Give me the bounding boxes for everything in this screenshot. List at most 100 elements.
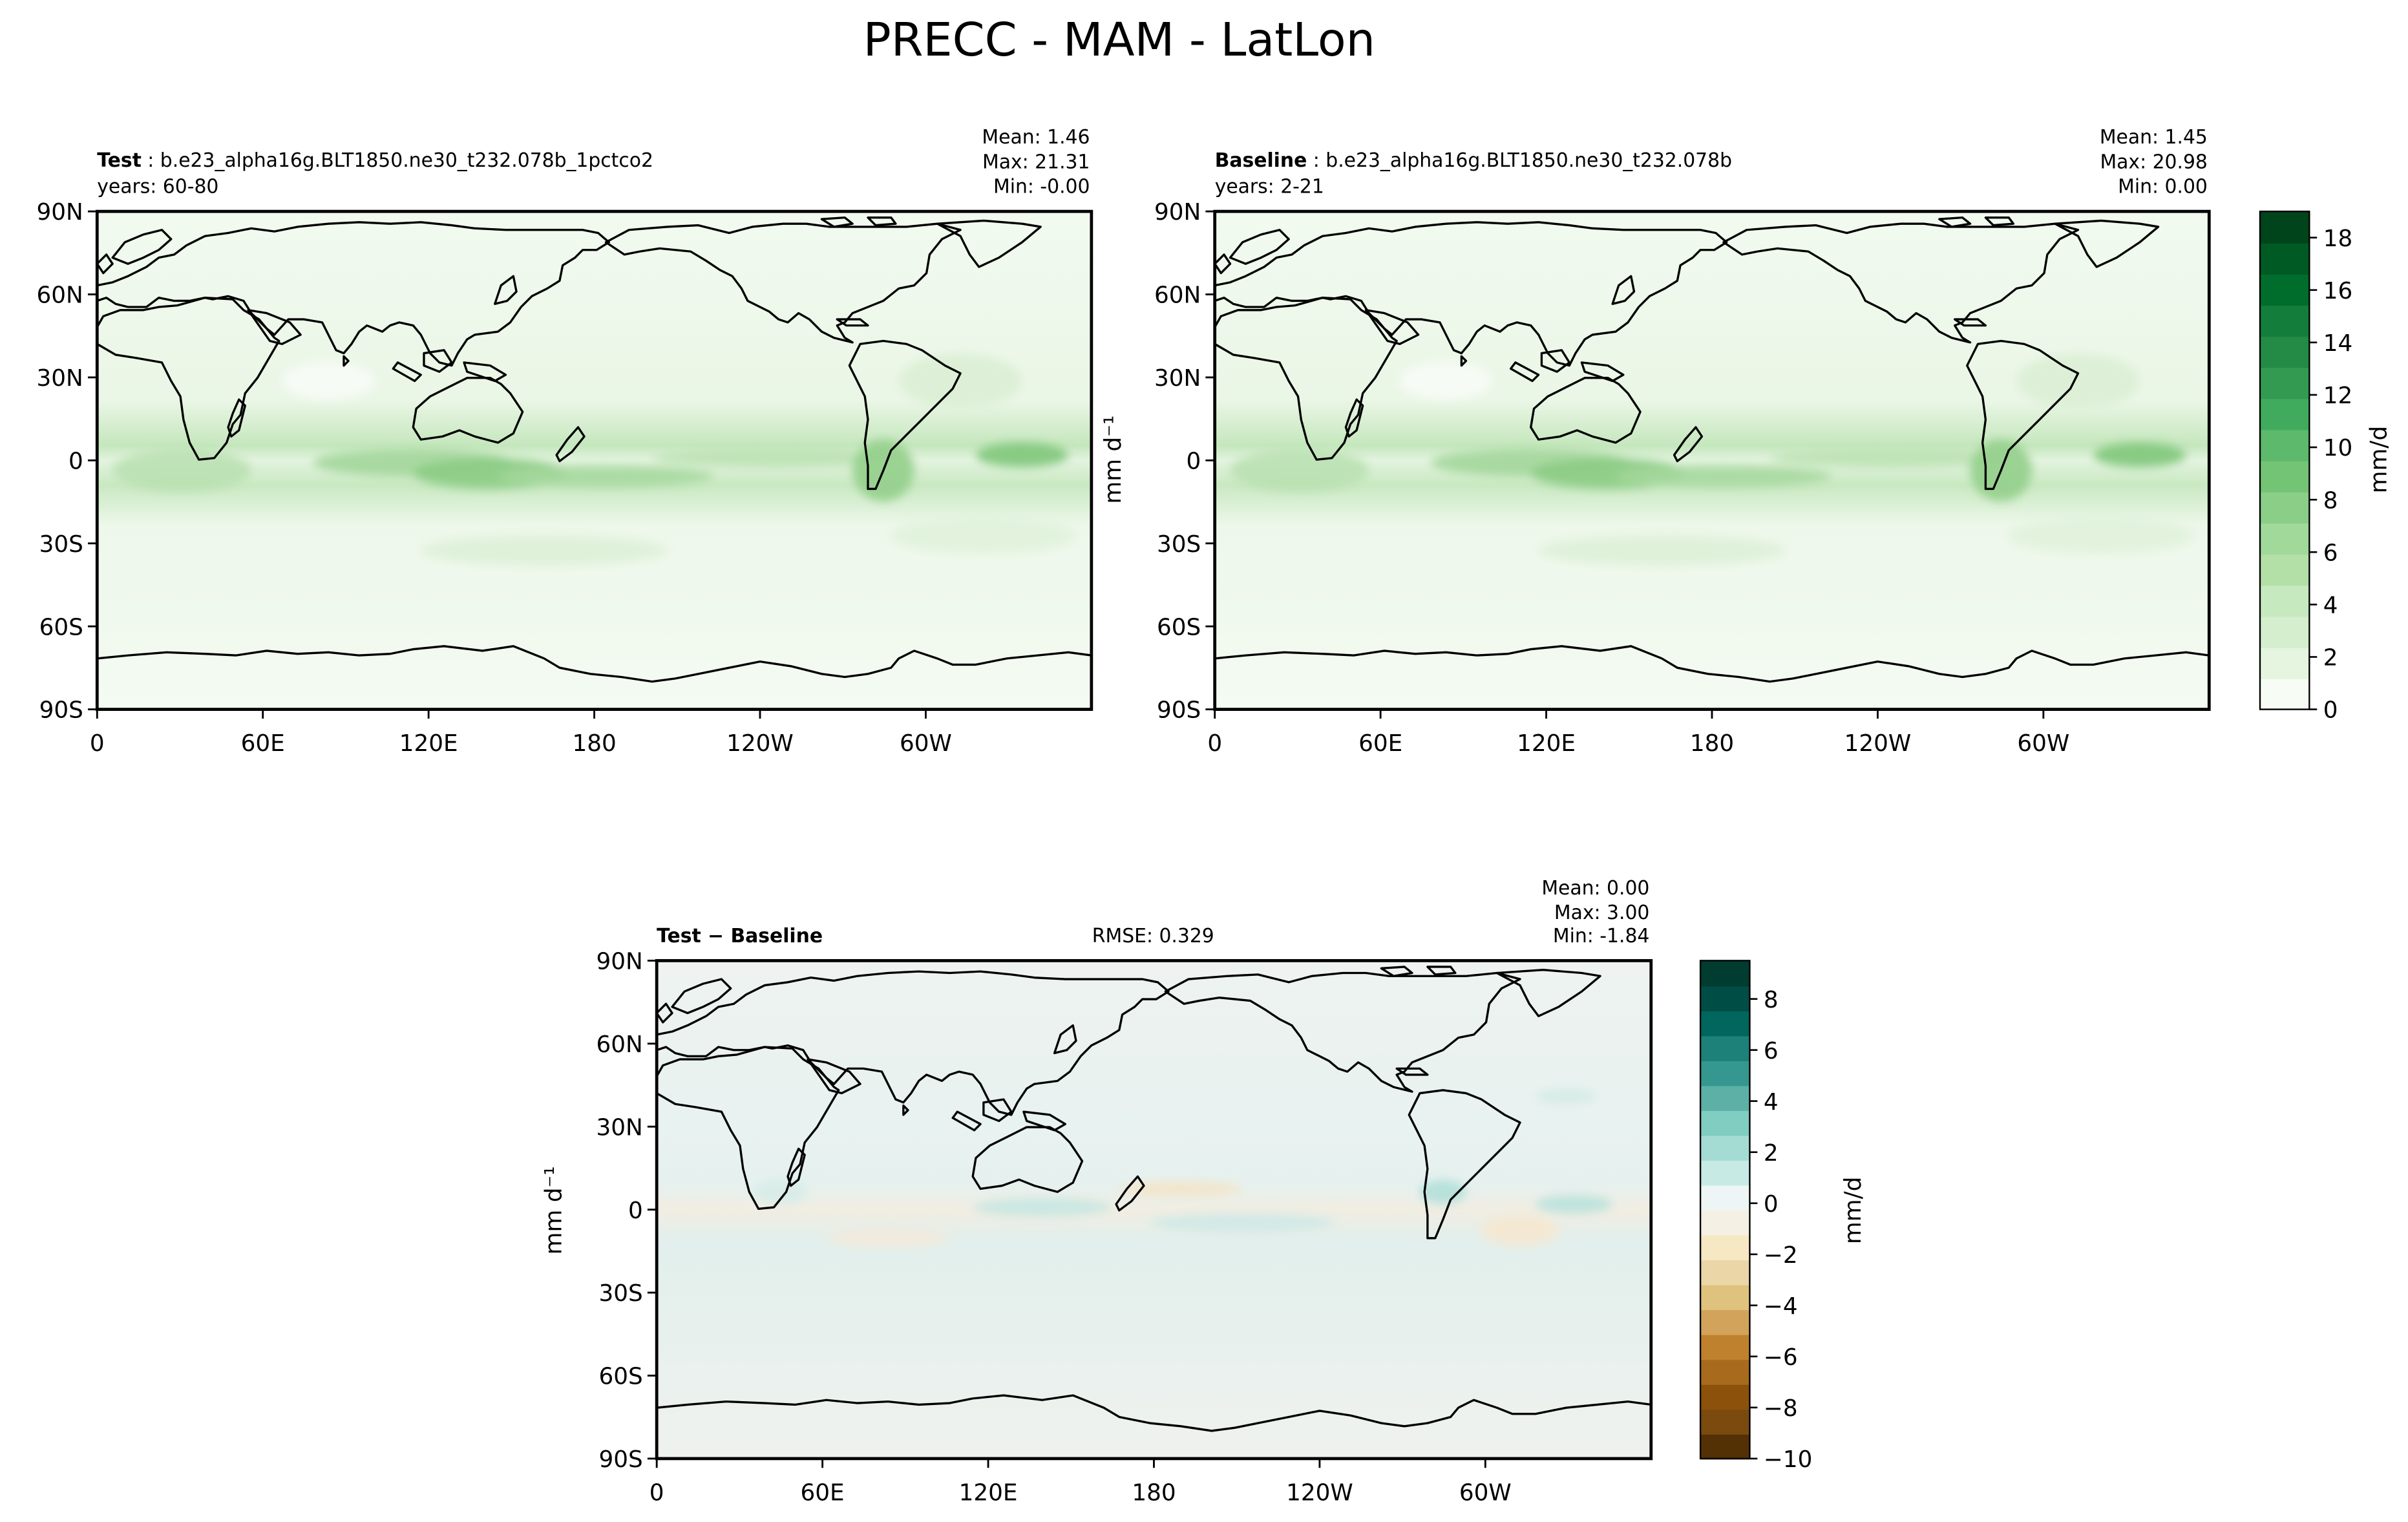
baseline-label: Baseline : b.e23_alpha16g.BLT1850.ne30_t…: [1215, 149, 1732, 172]
colorbar-main: 0 2 4 6 8 10 12 14 16 18 mm/d: [2259, 210, 2392, 724]
colorbar-swatch: [2260, 491, 2310, 524]
colorbar-tick-label: −6: [1764, 1344, 1798, 1371]
colorbar-swatch: [1700, 1334, 1750, 1360]
lat-tick-label: 0: [1186, 448, 1201, 474]
panel-test: Test : b.e23_alpha16g.BLT1850.ne30_t232.…: [37, 126, 1093, 757]
lat-tick-label: 30S: [39, 531, 83, 558]
lat-tick-label: 90S: [598, 1446, 642, 1473]
colorbar-swatch: [1700, 985, 1750, 1011]
lat-tick-label: 30S: [598, 1280, 642, 1307]
colorbar-swatch: [2260, 304, 2310, 337]
lon-tick-label: 0: [650, 1479, 664, 1506]
diff-stat-min: Min: -1.84: [1553, 925, 1649, 947]
lat-tick-label: 90S: [1157, 697, 1201, 724]
colorbar-swatch: [1700, 1110, 1750, 1136]
diff-ylabel: mm d⁻¹: [540, 1166, 567, 1254]
colorbar-tick-label: −4: [1764, 1293, 1798, 1320]
lat-tick-label: 60N: [37, 282, 83, 309]
lat-tick-label: 60N: [596, 1031, 642, 1058]
colorbar-swatch: [1700, 1135, 1750, 1161]
colorbar-tick-label: 2: [1764, 1140, 1779, 1167]
colorbar-swatch: [2260, 335, 2310, 368]
test-years: years: 60-80: [97, 175, 218, 198]
diff-label: Test − Baseline: [657, 925, 823, 947]
lat-tick-label: 60S: [39, 614, 83, 640]
colorbar-swatch: [2260, 522, 2310, 555]
baseline-stat-mean: Mean: 1.45: [2100, 126, 2208, 149]
colorbar-swatch: [2260, 616, 2310, 648]
lon-tick-label: 60E: [801, 1479, 845, 1506]
lat-tick-label: 0: [628, 1198, 643, 1224]
colorbar-swatch: [1700, 1358, 1750, 1385]
lon-tick-label: 120W: [1844, 730, 1912, 757]
colorbar-diff: −10 −8 −6 −4 −2 0 2 4 6 8 mm/d: [1699, 960, 1866, 1473]
colorbar-tick-label: 12: [2323, 383, 2353, 409]
colorbar-swatch: [1700, 1010, 1750, 1037]
colorbar-swatch: [1700, 1433, 1750, 1460]
colorbar-swatch: [1700, 1309, 1750, 1335]
colorbar-tick-label: −2: [1764, 1242, 1798, 1269]
baseline-label-bold: Baseline: [1215, 149, 1307, 172]
test-label-bold: Test: [97, 149, 142, 172]
lon-tick-label: 120E: [399, 730, 458, 757]
lat-tick-label: 30N: [596, 1114, 642, 1141]
colorbar-tick-label: 6: [1764, 1038, 1779, 1064]
colorbar-swatch: [1700, 1035, 1750, 1061]
lat-tick-label: 30N: [37, 365, 83, 392]
panel-baseline: Baseline : b.e23_alpha16g.BLT1850.ne30_t…: [1100, 126, 2211, 757]
baseline-label-case: : b.e23_alpha16g.BLT1850.ne30_t232.078b: [1307, 149, 1732, 172]
colorbar-swatch: [2260, 584, 2310, 617]
test-label-case: : b.e23_alpha16g.BLT1850.ne30_t232.078b_…: [142, 149, 653, 172]
test-precip-field: [97, 211, 1092, 709]
test-label: Test : b.e23_alpha16g.BLT1850.ne30_t232.…: [97, 149, 653, 172]
lat-tick-label: 60N: [1154, 282, 1201, 309]
lat-tick-label: 90N: [596, 949, 642, 975]
colorbar-tick-label: 18: [2323, 226, 2353, 252]
colorbar-swatch: [1700, 1384, 1750, 1410]
colorbar-tick-label: 4: [1764, 1089, 1779, 1115]
colorbar-swatch: [2260, 460, 2310, 492]
colorbar-tick-label: 16: [2323, 278, 2353, 304]
lon-tick-label: 120E: [959, 1479, 1018, 1506]
colorbar-tick-label: 10: [2323, 435, 2353, 461]
colorbar-swatch: [1700, 1085, 1750, 1111]
colorbar-swatch: [1700, 1185, 1750, 1211]
lon-tick-label: 180: [572, 730, 616, 757]
lon-tick-label: 60E: [241, 730, 285, 757]
colorbar-tick-label: 4: [2323, 593, 2338, 619]
diff-stat-mean: Mean: 0.00: [1541, 877, 1649, 900]
lon-tick-label: 180: [1132, 1479, 1176, 1506]
baseline-ylabel: mm d⁻¹: [1100, 416, 1126, 504]
colorbar-swatch: [2260, 553, 2310, 586]
baseline-stat-max: Max: 20.98: [2100, 151, 2207, 173]
test-stat-max: Max: 21.31: [982, 151, 1090, 173]
lon-tick-label: 60W: [900, 730, 952, 757]
lat-tick-label: 0: [69, 448, 83, 474]
panel-difference: Test − Baseline RMSE: 0.329 Mean: 0.00 M…: [540, 877, 1653, 1506]
colorbar-swatch: [1700, 1259, 1750, 1285]
lon-tick-label: 120W: [726, 730, 794, 757]
colorbar-swatch: [1700, 1408, 1750, 1435]
colorbar-swatch: [2260, 398, 2310, 430]
colorbar-tick-label: 0: [1764, 1191, 1779, 1218]
colorbar-tick-label: 8: [1764, 987, 1779, 1013]
test-stat-min: Min: -0.00: [993, 175, 1090, 198]
lat-tick-label: 30S: [1157, 531, 1201, 558]
lat-tick-label: 90N: [1154, 199, 1201, 226]
colorbar-diff-label: mm/d: [1840, 1177, 1866, 1244]
colorbar-tick-label: −8: [1764, 1395, 1798, 1422]
test-stat-mean: Mean: 1.46: [982, 126, 1090, 149]
colorbar-swatch: [2260, 366, 2310, 399]
baseline-years: years: 2-21: [1215, 175, 1324, 198]
colorbar-swatch: [2260, 211, 2310, 244]
diff-rmse: RMSE: 0.329: [1092, 925, 1214, 947]
colorbar-swatch: [1700, 960, 1750, 987]
diff-stat-max: Max: 3.00: [1554, 902, 1649, 924]
lon-tick-label: 60E: [1358, 730, 1402, 757]
lon-tick-label: 60W: [2017, 730, 2069, 757]
lon-tick-label: 60W: [1459, 1479, 1512, 1506]
lon-tick-label: 120E: [1517, 730, 1576, 757]
colorbar-swatch: [1700, 1209, 1750, 1236]
colorbar-tick-label: −10: [1764, 1446, 1812, 1473]
